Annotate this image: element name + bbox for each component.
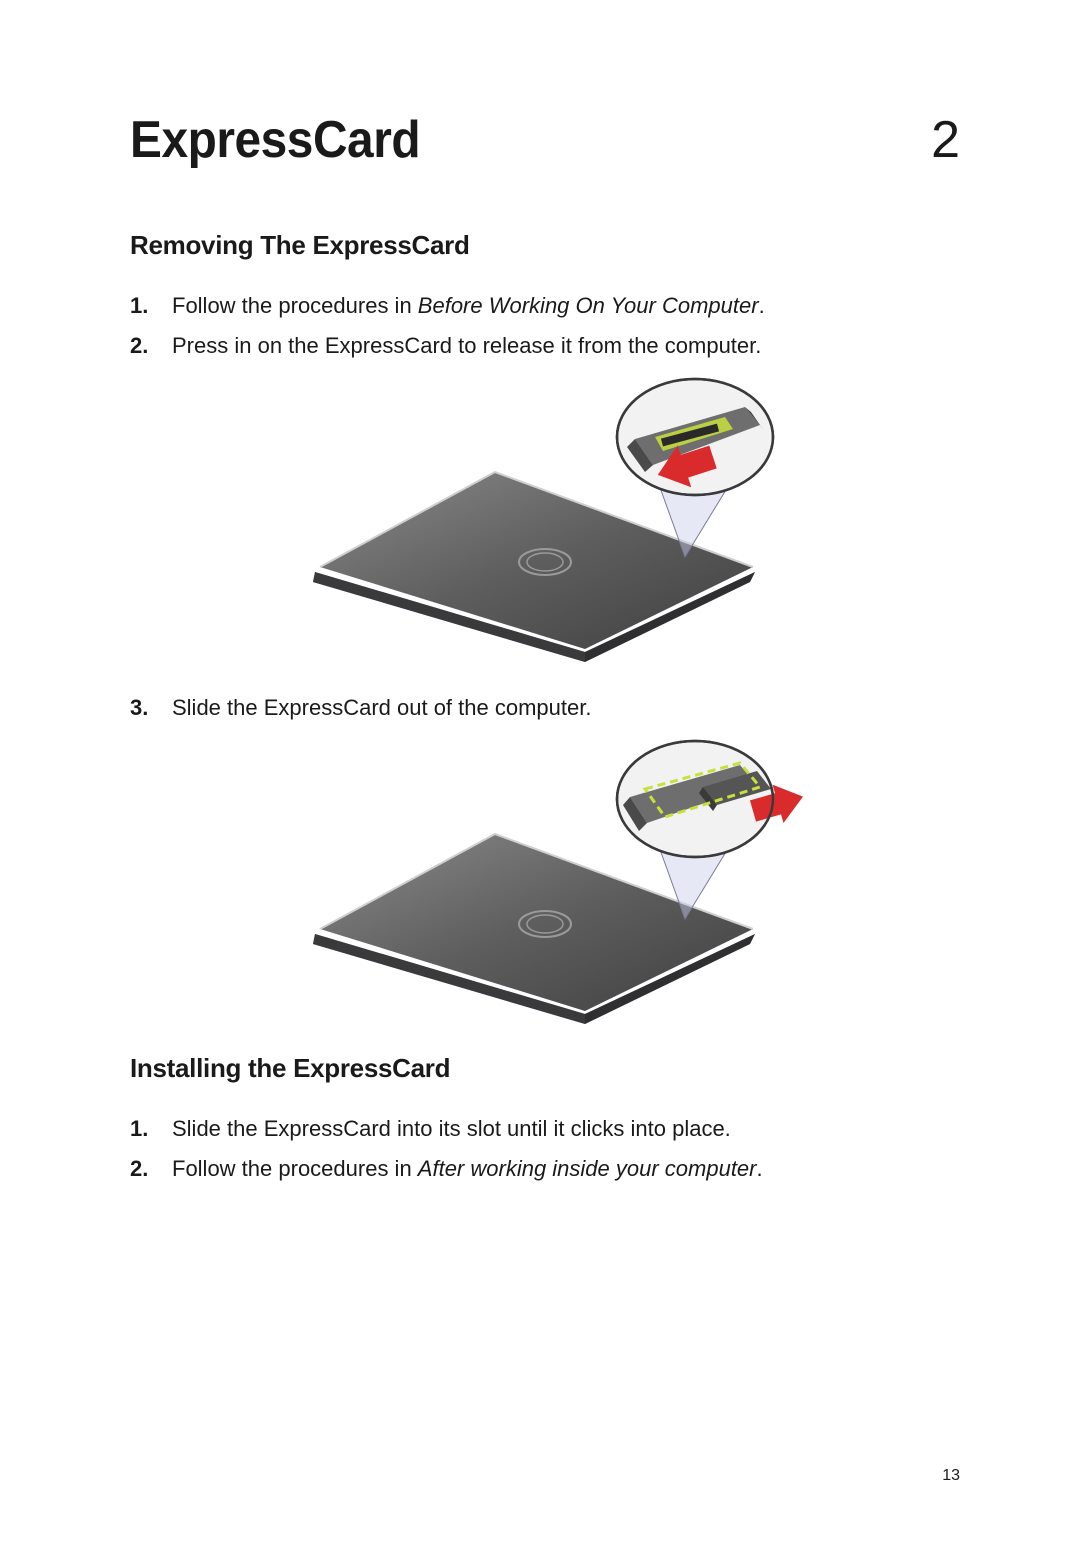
step-text: Slide the ExpressCard into its slot unti… — [172, 1116, 731, 1141]
section-heading-removing: Removing The ExpressCard — [130, 230, 960, 261]
list-item: Follow the procedures in After working i… — [130, 1152, 960, 1186]
chapter-number: 2 — [931, 110, 960, 170]
step-text-post: . — [757, 1156, 763, 1181]
list-item: Follow the procedures in Before Working … — [130, 289, 960, 323]
step-text: Press in on the ExpressCard to release i… — [172, 333, 761, 358]
figure-press-expresscard — [130, 377, 960, 667]
chapter-header: ExpressCard 2 — [130, 110, 960, 170]
removing-steps-cont: Slide the ExpressCard out of the compute… — [130, 691, 960, 725]
step-text: Follow the procedures in — [172, 293, 418, 318]
list-item: Press in on the ExpressCard to release i… — [130, 329, 960, 363]
laptop-illustration-icon — [285, 739, 805, 1029]
step-text: Follow the procedures in — [172, 1156, 418, 1181]
list-item: Slide the ExpressCard out of the compute… — [130, 691, 960, 725]
step-italic: Before Working On Your Computer — [418, 293, 759, 318]
section-heading-installing: Installing the ExpressCard — [130, 1053, 960, 1084]
page-number: 13 — [942, 1467, 960, 1485]
chapter-title: ExpressCard — [130, 110, 420, 170]
installing-steps: Slide the ExpressCard into its slot unti… — [130, 1112, 960, 1186]
step-text: Slide the ExpressCard out of the compute… — [172, 695, 591, 720]
step-italic: After working inside your computer — [418, 1156, 757, 1181]
removing-steps: Follow the procedures in Before Working … — [130, 289, 960, 363]
figure-slide-expresscard — [130, 739, 960, 1029]
laptop-illustration-icon — [285, 377, 805, 667]
list-item: Slide the ExpressCard into its slot unti… — [130, 1112, 960, 1146]
step-text-post: . — [759, 293, 765, 318]
